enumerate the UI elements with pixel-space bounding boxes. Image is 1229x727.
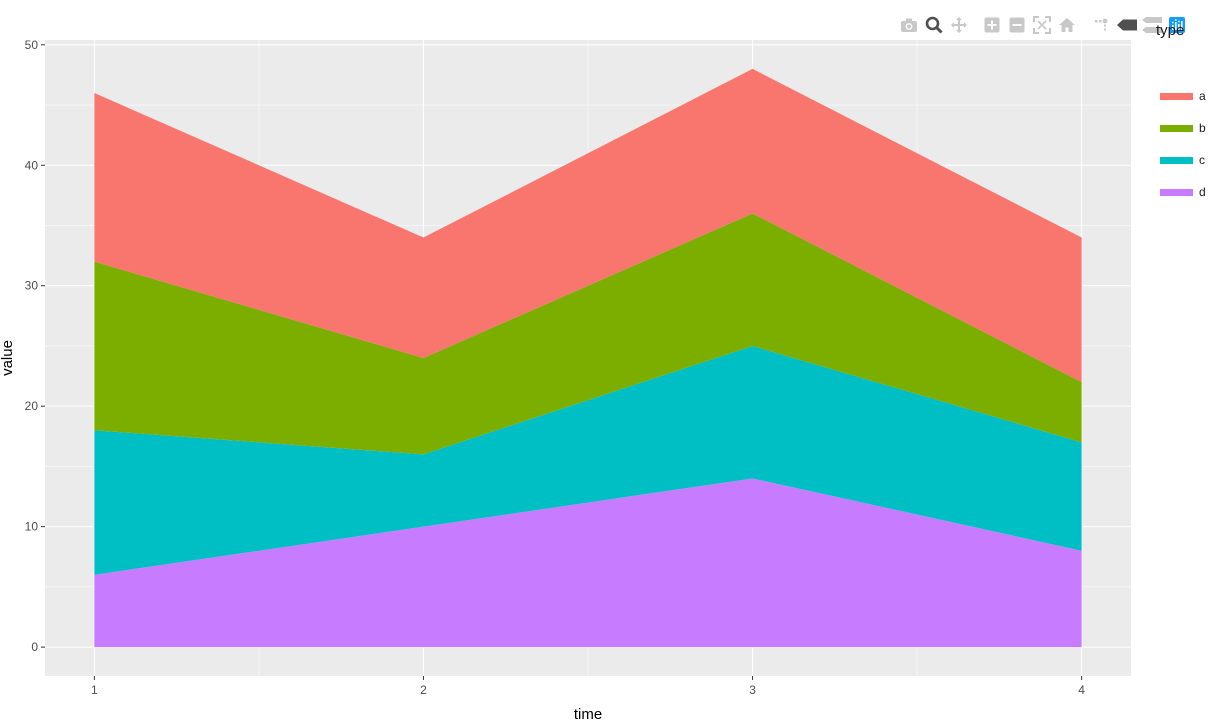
legend-swatch	[1160, 188, 1193, 196]
x-axis-title: time	[574, 706, 602, 723]
zoom-out-icon[interactable]	[1004, 12, 1029, 38]
plotly-logo-icon[interactable]	[1164, 12, 1189, 38]
x-tick-label: 2	[420, 683, 427, 697]
y-tick-label: 20	[25, 399, 39, 413]
toolbar-spacer	[1079, 12, 1089, 38]
zoom-in-icon[interactable]	[979, 12, 1004, 38]
legend-swatch	[1160, 124, 1193, 132]
home-icon[interactable]	[1054, 12, 1079, 38]
autoscale-icon[interactable]	[1029, 12, 1054, 38]
x-tick-label: 4	[1078, 683, 1085, 697]
legend-item-c[interactable]: c	[1160, 144, 1206, 176]
legend-label: d	[1199, 185, 1206, 199]
legend-swatch	[1160, 92, 1193, 100]
area-series-b[interactable]	[94, 213, 1082, 455]
legend-label: c	[1199, 153, 1205, 167]
y-axis-title: value	[0, 340, 16, 376]
legend-item-d[interactable]: d	[1160, 176, 1206, 208]
y-tick-label: 40	[25, 158, 39, 172]
area-series-a[interactable]	[94, 68, 1082, 383]
legend-item-a[interactable]: a	[1160, 80, 1206, 112]
pan-icon[interactable]	[946, 12, 971, 38]
legend-label: a	[1199, 89, 1206, 103]
toolbar-spacer	[971, 12, 979, 38]
legend: a b c d	[1160, 80, 1206, 208]
camera-icon[interactable]	[896, 12, 921, 38]
area-series-c[interactable]	[94, 345, 1082, 575]
y-tick-label: 10	[25, 520, 39, 534]
y-tick-label: 30	[25, 279, 39, 293]
y-tick-label: 50	[25, 38, 39, 52]
zoom-icon[interactable]	[921, 12, 946, 38]
legend-label: b	[1199, 121, 1206, 135]
x-tick-label: 1	[91, 683, 98, 697]
modebar	[896, 12, 1189, 38]
hover-closest-icon[interactable]	[1114, 12, 1139, 38]
legend-item-b[interactable]: b	[1160, 112, 1206, 144]
x-tick-label: 3	[749, 683, 756, 697]
y-tick-label: 0	[31, 640, 38, 654]
legend-swatch	[1160, 156, 1193, 164]
legend-title: type	[1156, 22, 1185, 39]
spike-lines-icon[interactable]	[1089, 12, 1114, 38]
area-series-d[interactable]	[94, 478, 1082, 648]
hover-compare-icon[interactable]	[1139, 12, 1164, 38]
